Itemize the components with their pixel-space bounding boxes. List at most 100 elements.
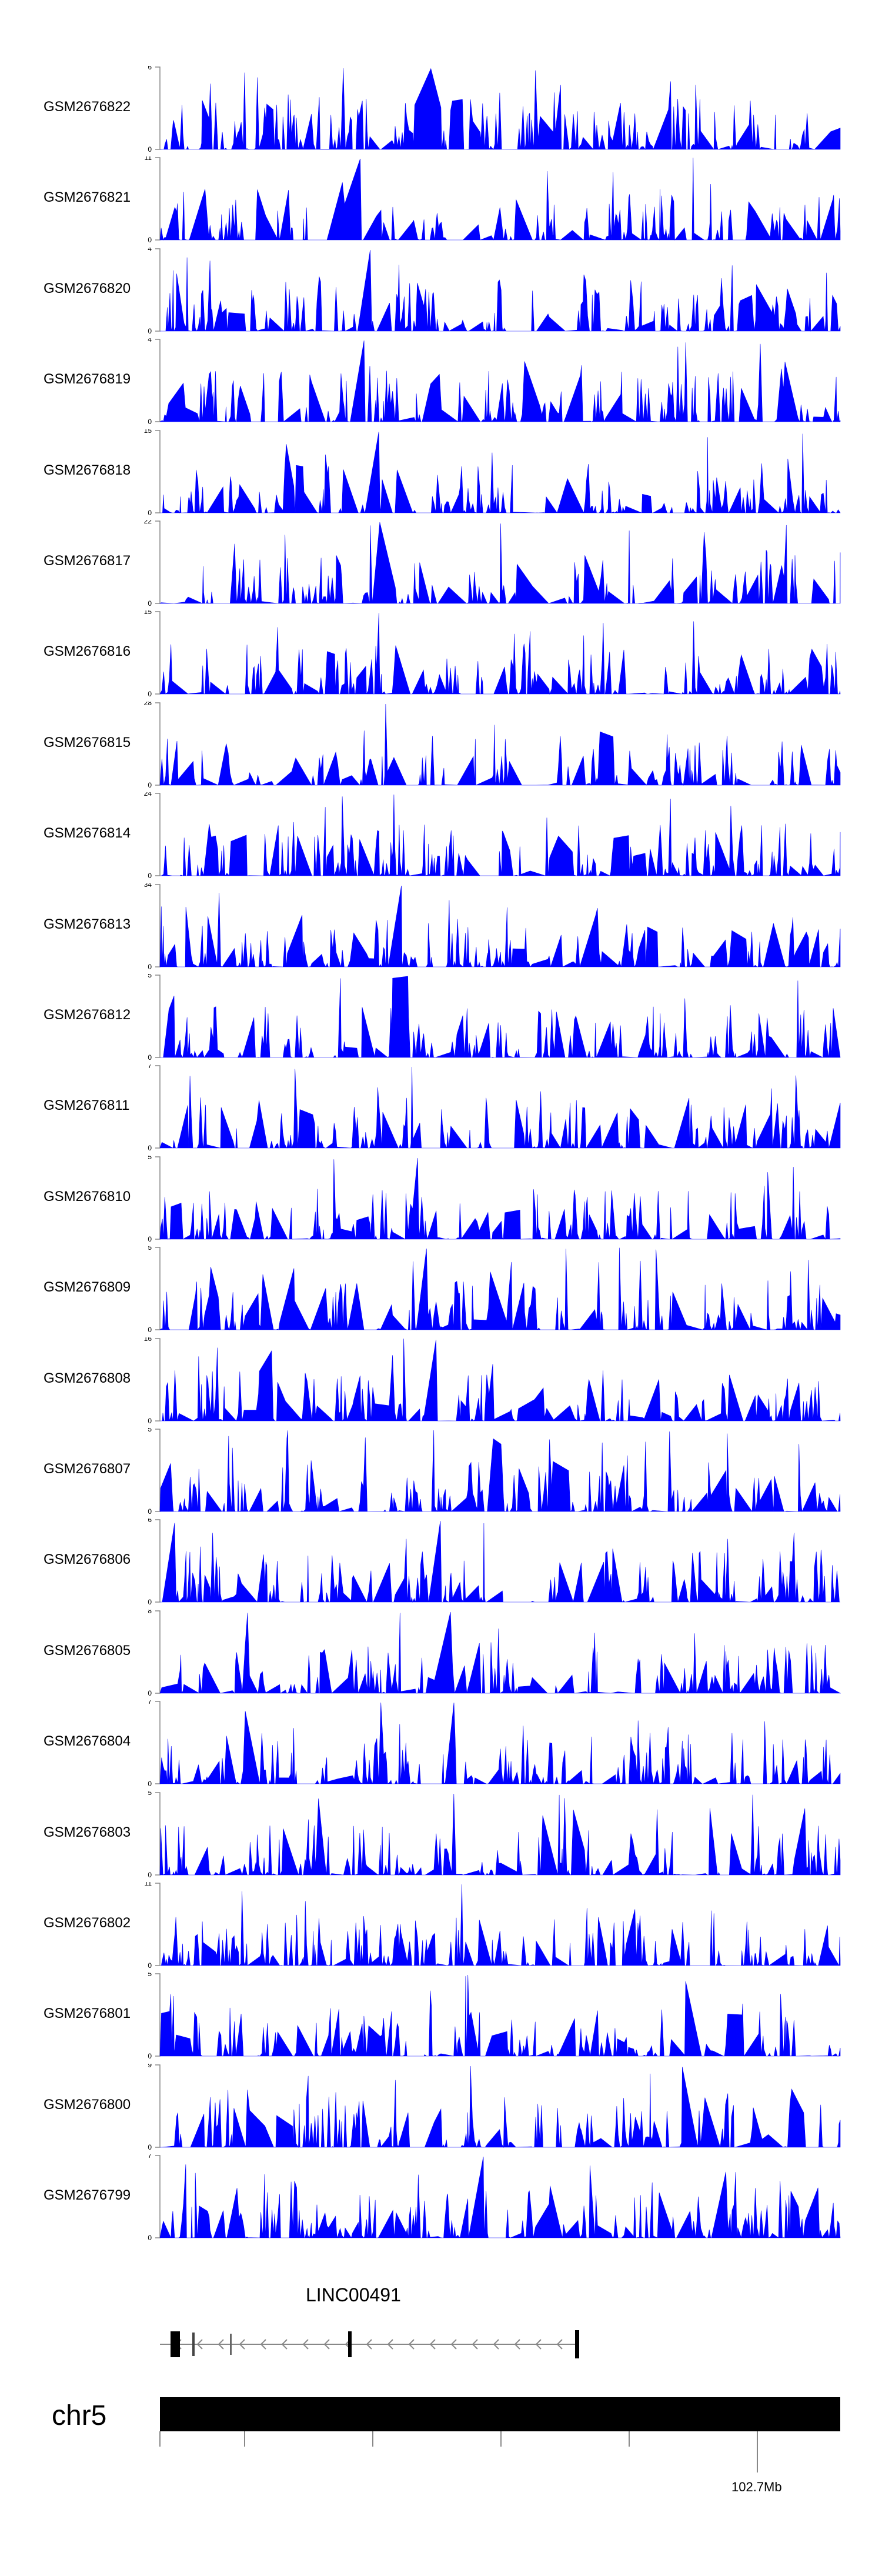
y-max-label: 4 [148, 248, 152, 253]
y-axis [155, 884, 161, 967]
track-plot: 50 [148, 1428, 841, 1516]
track-GSM2676809: GSM2676809 5 0 [0, 1246, 882, 1337]
signal-area [159, 1157, 841, 1240]
track-plot: 16 0 [144, 1337, 841, 1425]
gene-label: LINC00491 [306, 2284, 401, 2305]
track-plot: 70 [148, 1700, 841, 1788]
y-min-label: 0 [148, 2143, 152, 2151]
y-min-label: 0 [148, 963, 152, 971]
track-plot: 50 [148, 1791, 841, 1879]
track-label: GSM2676812 [44, 1007, 131, 1023]
y-min-label: 0 [148, 236, 152, 244]
strand-arrow [493, 2339, 499, 2350]
strand-arrow [472, 2339, 478, 2350]
strand-arrow [260, 2339, 266, 2350]
y-axis [155, 1156, 161, 1240]
y-min-label: 0 [148, 872, 152, 880]
track-GSM2676811: GSM2676811 7 0 [0, 1065, 882, 1156]
y-min-label: 0 [148, 145, 152, 154]
track-plot: 50 [148, 974, 841, 1062]
track-label: GSM2676817 [44, 553, 131, 569]
track-label: GSM2676800 [44, 2097, 131, 2113]
signal-area [160, 1339, 841, 1422]
y-min-label: 0 [148, 418, 152, 426]
y-axis [155, 975, 161, 1058]
track-GSM2676818: GSM2676818 15 0 [0, 429, 882, 520]
y-axis [155, 1247, 161, 1330]
signal-area [160, 249, 841, 332]
y-axis [155, 1610, 161, 1694]
strand-arrow [302, 2339, 309, 2350]
y-max-label: 5 [148, 1428, 152, 1433]
gene-exon [192, 2333, 195, 2356]
y-max-label: 7 [148, 2154, 152, 2160]
strand-arrow [196, 2339, 203, 2350]
track-plot: 22 0 [144, 520, 841, 608]
signal-area [159, 885, 841, 968]
track-label: GSM2676819 [44, 371, 131, 387]
track-GSM2676821: GSM2676821 11 0 [0, 156, 882, 248]
track-label: GSM2676807 [44, 1461, 131, 1477]
track-plot: 40 [148, 248, 841, 335]
y-min-label: 0 [148, 2052, 152, 2060]
signal-tracks: GSM2676822 6 0 GSM2676821 11 0 GSM2676820 4 0 GSM… [0, 66, 882, 2245]
track-GSM2676819: GSM2676819 4 0 [0, 338, 882, 429]
y-axis [155, 430, 161, 513]
signal-area [159, 1702, 841, 1785]
track-GSM2676807: GSM2676807 5 0 [0, 1428, 882, 1519]
y-max-label: 28 [144, 702, 152, 707]
track-GSM2676800: GSM2676800 9 0 [0, 2064, 882, 2155]
y-min-label: 0 [148, 1780, 152, 1788]
signal-area [159, 1247, 841, 1331]
strand-arrow [450, 2339, 457, 2350]
gene-and-ideogram [159, 2330, 840, 2472]
track-GSM2676808: GSM2676808 16 0 [0, 1337, 882, 1429]
signal-area [160, 1884, 841, 1967]
track-plot: 24 0 [144, 792, 841, 880]
signal-area [159, 1793, 841, 1876]
y-axis [155, 339, 161, 422]
track-plot: 80 [148, 1610, 841, 1697]
track-label: GSM2676821 [44, 189, 131, 205]
signal-area [159, 2156, 841, 2239]
y-axis [155, 2155, 161, 2238]
y-axis [155, 248, 161, 332]
y-min-label: 0 [148, 327, 152, 335]
track-label: GSM2676814 [44, 825, 131, 841]
strand-arrow [408, 2339, 415, 2350]
y-min-label: 0 [148, 1144, 152, 1152]
gene-exon [575, 2330, 579, 2358]
track-label: GSM2676799 [44, 2187, 131, 2203]
track-GSM2676814: GSM2676814 24 0 [0, 792, 882, 883]
track-GSM2676799: GSM2676799 7 0 [0, 2154, 882, 2245]
signal-area [159, 158, 841, 241]
signal-area [159, 703, 841, 786]
track-GSM2676820: GSM2676820 4 0 [0, 248, 882, 339]
track-GSM2676817: GSM2676817 22 0 [0, 520, 882, 611]
gene-model [160, 2330, 579, 2358]
track-GSM2676802: GSM2676802 11 0 [0, 1882, 882, 1973]
y-max-label: 11 [145, 1882, 152, 1887]
chromosome-ideogram [160, 2397, 840, 2431]
y-axis [155, 1429, 161, 1512]
signal-area [160, 794, 841, 877]
y-min-label: 0 [148, 781, 152, 789]
y-axis [155, 520, 161, 604]
y-max-label: 5 [148, 1156, 152, 1161]
y-min-label: 0 [148, 509, 152, 517]
signal-area [159, 1974, 841, 2057]
strand-arrow [556, 2339, 563, 2350]
track-plot: 11 0 [145, 1882, 841, 1970]
y-max-label: 5 [148, 1791, 152, 1797]
signal-area [159, 68, 841, 151]
track-GSM2676822: GSM2676822 6 0 [0, 66, 882, 157]
track-label: GSM2676820 [44, 281, 131, 296]
signal-area [159, 1430, 841, 1513]
track-GSM2676812: GSM2676812 5 0 [0, 974, 882, 1065]
track-label: GSM2676822 [44, 99, 131, 115]
track-label: GSM2676813 [44, 916, 131, 932]
y-axis [155, 1883, 161, 1966]
y-axis [155, 793, 161, 876]
y-min-label: 0 [148, 599, 152, 608]
y-max-label: 7 [148, 1065, 152, 1070]
